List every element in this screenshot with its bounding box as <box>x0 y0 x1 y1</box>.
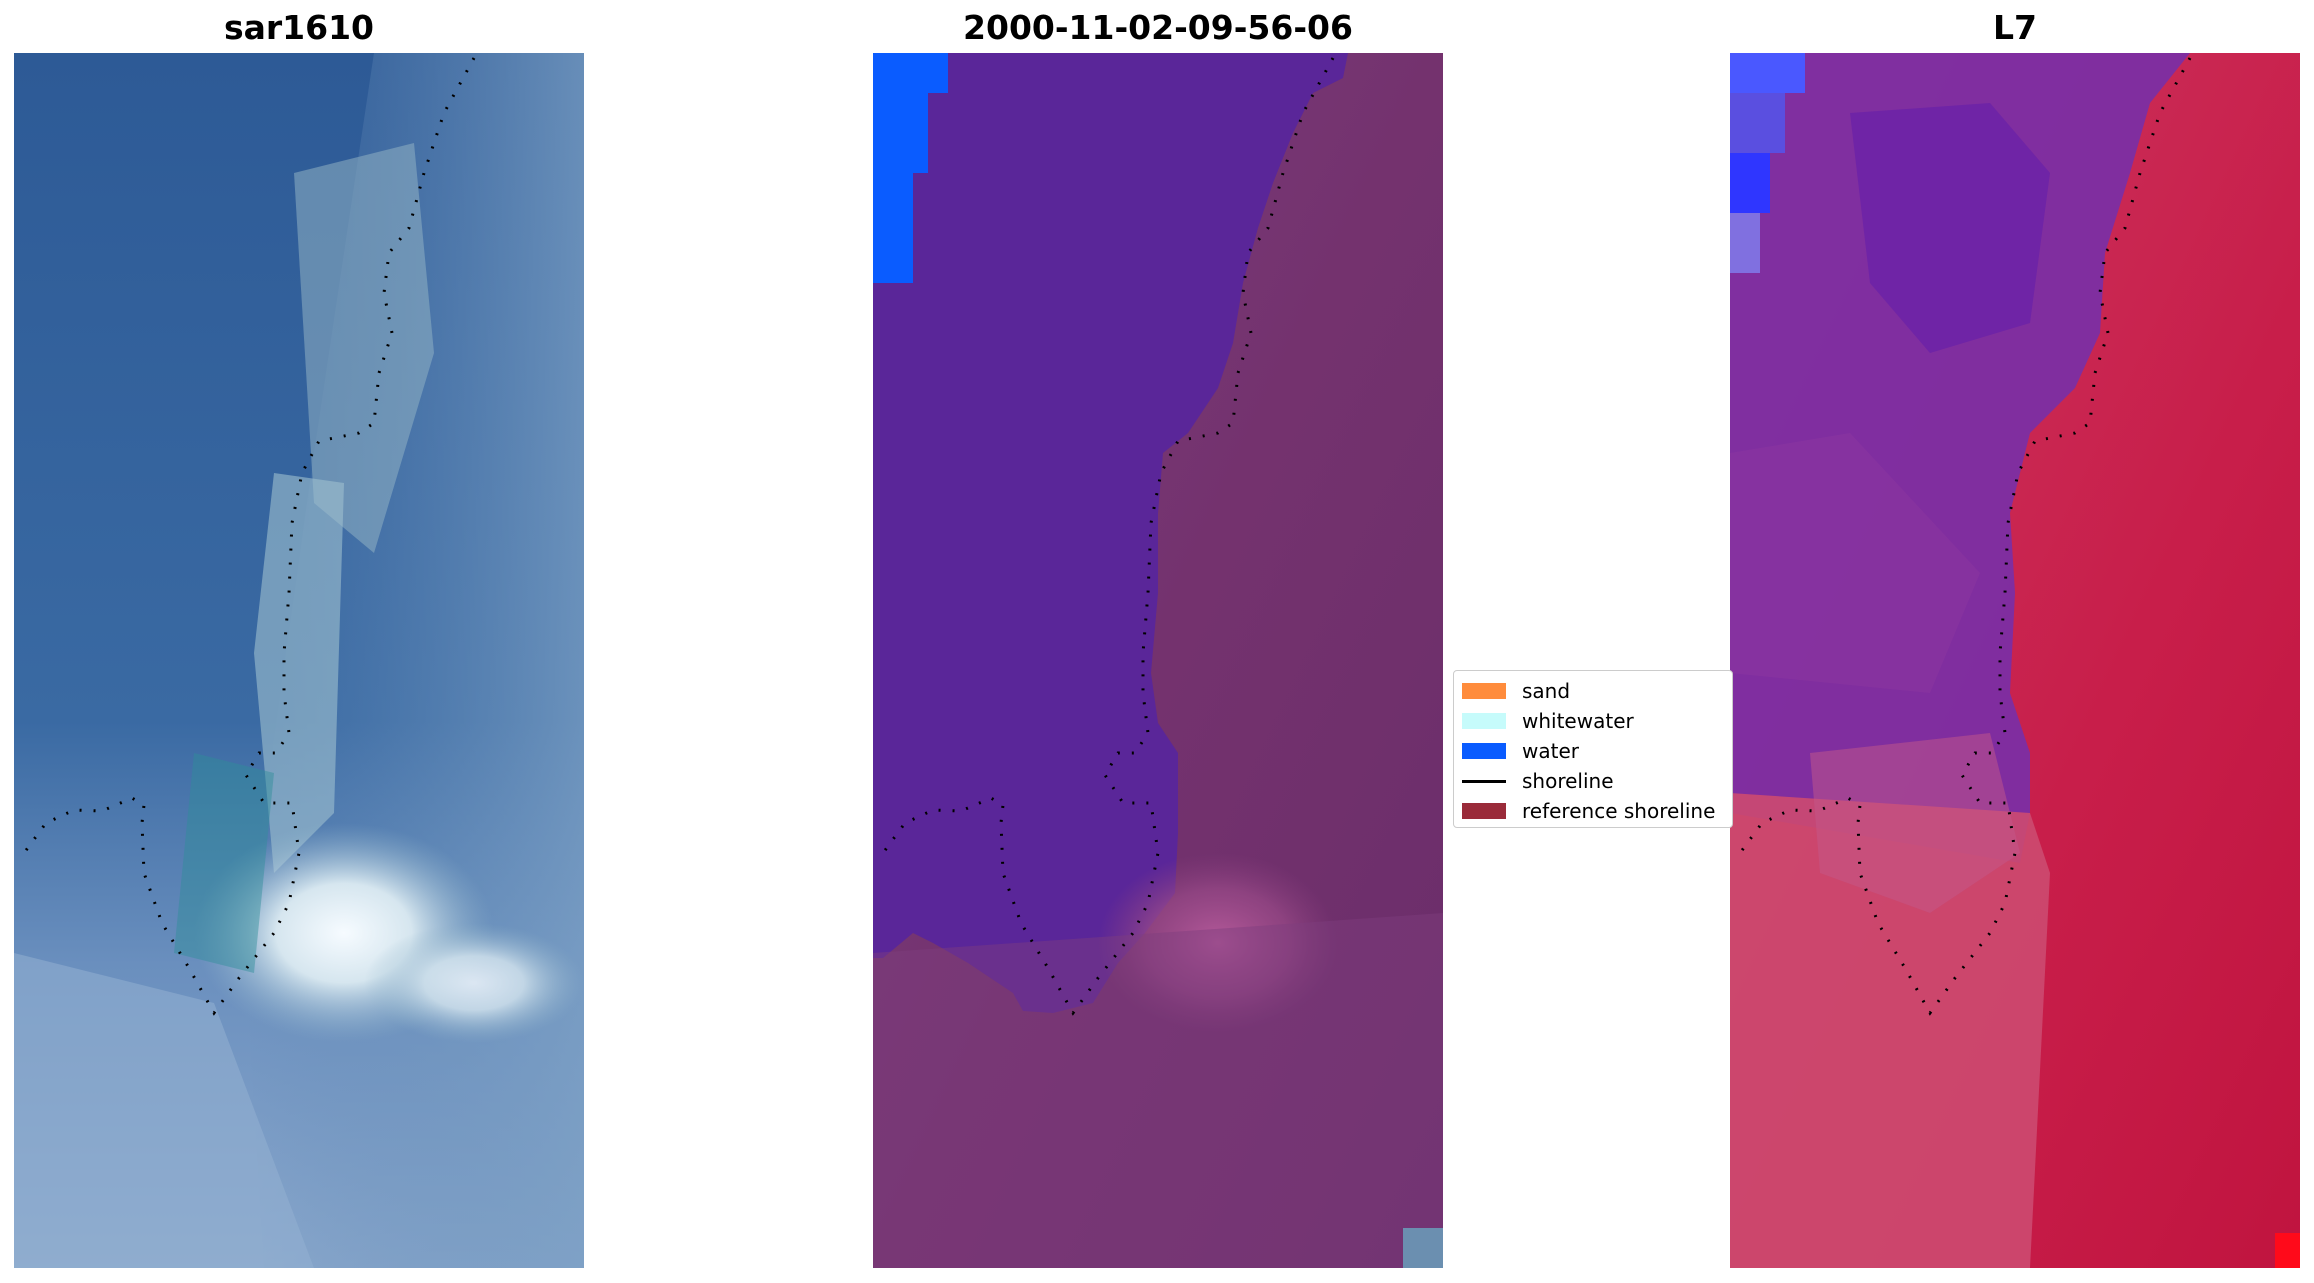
classified-image <box>873 53 1443 1268</box>
legend-item-sand: sand <box>1454 676 1732 706</box>
legend-label-whitewater: whitewater <box>1522 709 1634 733</box>
l7-image <box>1730 53 2300 1268</box>
panel-title-mndwi: L7 <box>1993 8 2037 47</box>
sand-swatch <box>1462 683 1506 699</box>
legend-label-sand: sand <box>1522 679 1571 703</box>
legend-item-whitewater: whitewater <box>1454 706 1732 736</box>
panel-title-classified: 2000-11-02-09-56-06 <box>963 8 1353 47</box>
legend-label-water: water <box>1522 739 1579 763</box>
legend-item-shoreline: shoreline <box>1454 766 1732 796</box>
legend: sand whitewater water shoreline referenc… <box>1453 670 1733 828</box>
l7-image-panel <box>1730 53 2300 1268</box>
whitewater-swatch <box>1462 713 1506 729</box>
rgb-image <box>14 53 584 1268</box>
reference-shoreline-swatch <box>1462 803 1506 819</box>
legend-item-reference-shoreline: reference shoreline <box>1454 796 1732 826</box>
rgb-image-panel <box>14 53 584 1268</box>
legend-label-reference-shoreline: reference shoreline <box>1522 799 1716 823</box>
panel-title-rgb: sar1610 <box>223 8 375 47</box>
shoreline-line-marker <box>1462 779 1506 783</box>
water-swatch <box>1462 743 1506 759</box>
classified-image-panel <box>873 53 1443 1268</box>
legend-item-water: water <box>1454 736 1732 766</box>
legend-label-shoreline: shoreline <box>1522 769 1614 793</box>
